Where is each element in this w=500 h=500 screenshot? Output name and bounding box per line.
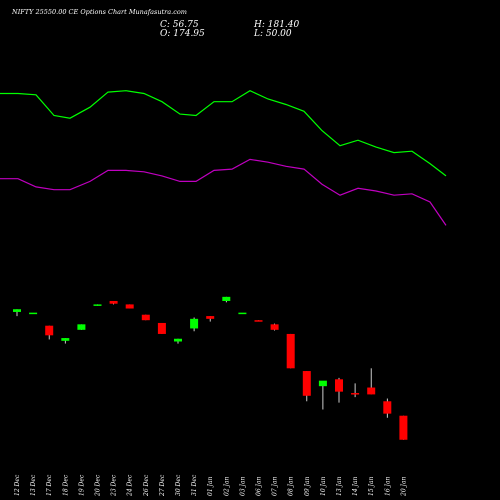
candle-body [335, 379, 343, 392]
x-tick-label: 31 Dec [191, 474, 198, 496]
candle [254, 320, 263, 322]
candle-body [367, 387, 376, 395]
candle-body [29, 312, 38, 315]
x-tick-label: 20 Jan [400, 476, 407, 497]
x-tick-label: 17 Dec [46, 474, 53, 496]
candle [335, 377, 343, 403]
x-tick-label: 01 Jan [207, 476, 214, 496]
x-tick-label: 07 Jan [272, 476, 279, 496]
candle [222, 296, 231, 303]
candle-body [174, 338, 182, 342]
candle-body [157, 322, 166, 334]
candle [190, 317, 199, 332]
candle-body [109, 300, 118, 304]
x-tick-label: 23 Dec [111, 474, 118, 497]
low-readout: L: 50.00 [254, 29, 292, 39]
candle-body [13, 309, 21, 312]
candle [174, 338, 182, 344]
candle [302, 371, 311, 402]
x-tick-label: 09 Jan [304, 476, 311, 496]
candle [45, 325, 54, 340]
candle-body [125, 304, 134, 309]
candle [238, 312, 247, 315]
candle [383, 398, 392, 418]
x-tick-label: 19 Dec [78, 474, 85, 496]
candle [141, 314, 150, 321]
candle [367, 368, 376, 395]
x-tick-label: 27 Dec [159, 474, 166, 497]
candle-body [318, 380, 327, 387]
candle-body [77, 324, 86, 330]
x-tick-label: 08 Jan [288, 476, 295, 496]
candle [399, 415, 408, 440]
candle [77, 324, 86, 330]
x-tick-label: 30 Dec [175, 474, 182, 496]
candle-body [399, 415, 408, 440]
x-tick-label: 06 Jan [256, 476, 263, 496]
candle [109, 300, 118, 305]
x-tick-label: 24 Dec [127, 474, 134, 497]
candle-body [206, 316, 215, 319]
x-tick-label: 10 Jan [320, 476, 327, 496]
candle-body [61, 338, 70, 341]
x-tick-label: 26 Dec [143, 474, 150, 497]
indicator-line-1 [0, 158, 447, 226]
candle-body [286, 333, 295, 369]
chart-title: NIFTY 25550.00 CE Options Chart Munafasu… [12, 8, 187, 16]
x-tick-label: 13 Jan [336, 476, 343, 496]
x-tick-label: 02 Jan [223, 476, 230, 496]
x-tick-label: 18 Dec [62, 474, 69, 496]
candle [206, 316, 215, 322]
x-tick-label: 16 Jan [384, 476, 391, 496]
candle-body [222, 296, 231, 301]
x-tick-label: 14 Jan [352, 476, 359, 496]
candle-body [238, 312, 247, 315]
candle [125, 304, 134, 309]
candle-body [254, 320, 263, 322]
candle-body [270, 324, 279, 330]
candle [286, 333, 295, 369]
candle-body [93, 304, 102, 306]
candle [61, 338, 70, 344]
candle-body [141, 314, 150, 321]
x-tick-label: 03 Jan [239, 476, 246, 496]
candle [93, 304, 102, 306]
open-readout: O: 174.95 [160, 29, 205, 39]
candle [13, 309, 21, 317]
x-tick-label: 13 Dec [30, 474, 37, 496]
candle-body [351, 393, 360, 395]
candle [351, 383, 360, 398]
x-tick-label: 15 Jan [368, 476, 375, 496]
candle-body [383, 401, 392, 414]
candle-body [45, 325, 54, 336]
indicator-line-0 [0, 90, 447, 177]
candle [29, 312, 38, 315]
candle-body [302, 371, 311, 396]
candle [318, 380, 327, 410]
x-tick-label: 12 Dec [14, 474, 21, 496]
candle-body [190, 318, 199, 329]
candle [270, 323, 279, 331]
x-tick-label: 20 Dec [95, 474, 102, 497]
high-readout: H: 181.40 [254, 20, 300, 30]
candle [157, 322, 166, 334]
close-readout: C: 56.75 [160, 20, 199, 30]
